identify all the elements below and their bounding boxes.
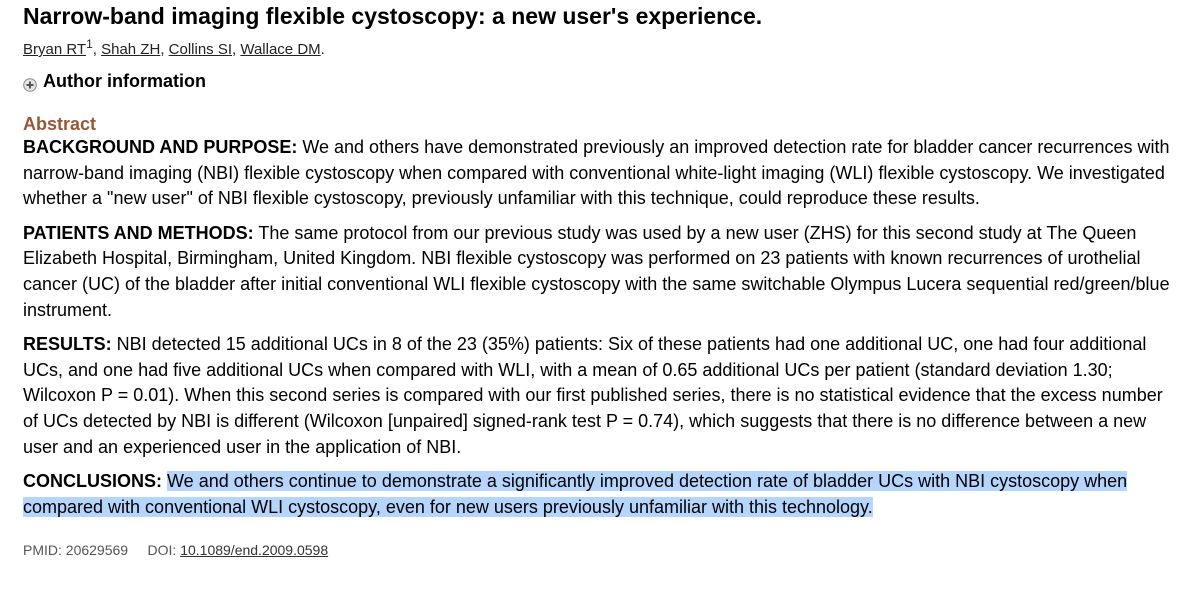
section-label: PATIENTS AND METHODS: [23, 222, 254, 243]
section-label: RESULTS: [23, 334, 112, 355]
abstract-conclusions: CONCLUSIONS: We and others continue to d… [23, 469, 1173, 520]
abstract-heading: Abstract [23, 114, 97, 134]
section-text: NBI detected 15 additional UCs in 8 of t… [23, 334, 1163, 457]
article-title: Narrow-band imaging flexible cystoscopy:… [23, 3, 763, 29]
doi-link[interactable]: 10.1089/end.2009.0598 [180, 542, 329, 559]
author-information-toggle[interactable]: Author information [23, 69, 1173, 93]
author-list: Bryan RT1, Shah ZH, Collins SI, Wallace … [23, 37, 325, 58]
doi-label: DOI: [147, 542, 177, 559]
abstract-methods: PATIENTS AND METHODS: The same protocol … [23, 221, 1173, 323]
author-link[interactable]: Collins SI [168, 41, 233, 58]
affiliation-sup: 1 [86, 37, 93, 51]
author-link[interactable]: Bryan RT [23, 41, 87, 58]
section-label: CONCLUSIONS: [23, 471, 162, 492]
abstract-background: BACKGROUND AND PURPOSE: We and others ha… [23, 135, 1173, 212]
author-information-label: Author information [43, 71, 206, 91]
citation-ids: PMID: 20629569 DOI: 10.1089/end.2009.059… [23, 542, 1173, 558]
section-text: The same protocol from our previous stud… [23, 222, 1170, 320]
author-link[interactable]: Wallace DM [240, 41, 321, 58]
section-text: We and others have demonstrated previous… [23, 137, 1170, 209]
plus-circle-icon [23, 74, 37, 92]
section-label: BACKGROUND AND PURPOSE: [23, 137, 298, 157]
highlighted-selection: We and others continue to demonstrate a … [23, 471, 1128, 517]
pmid-value: 20629569 [65, 542, 129, 559]
author-link[interactable]: Shah ZH [101, 41, 161, 58]
article: Narrow-band imaging flexible cystoscopy:… [23, 0, 1173, 558]
pmid-label: PMID: [23, 542, 62, 559]
abstract-results: RESULTS: NBI detected 15 additional UCs … [23, 332, 1173, 460]
